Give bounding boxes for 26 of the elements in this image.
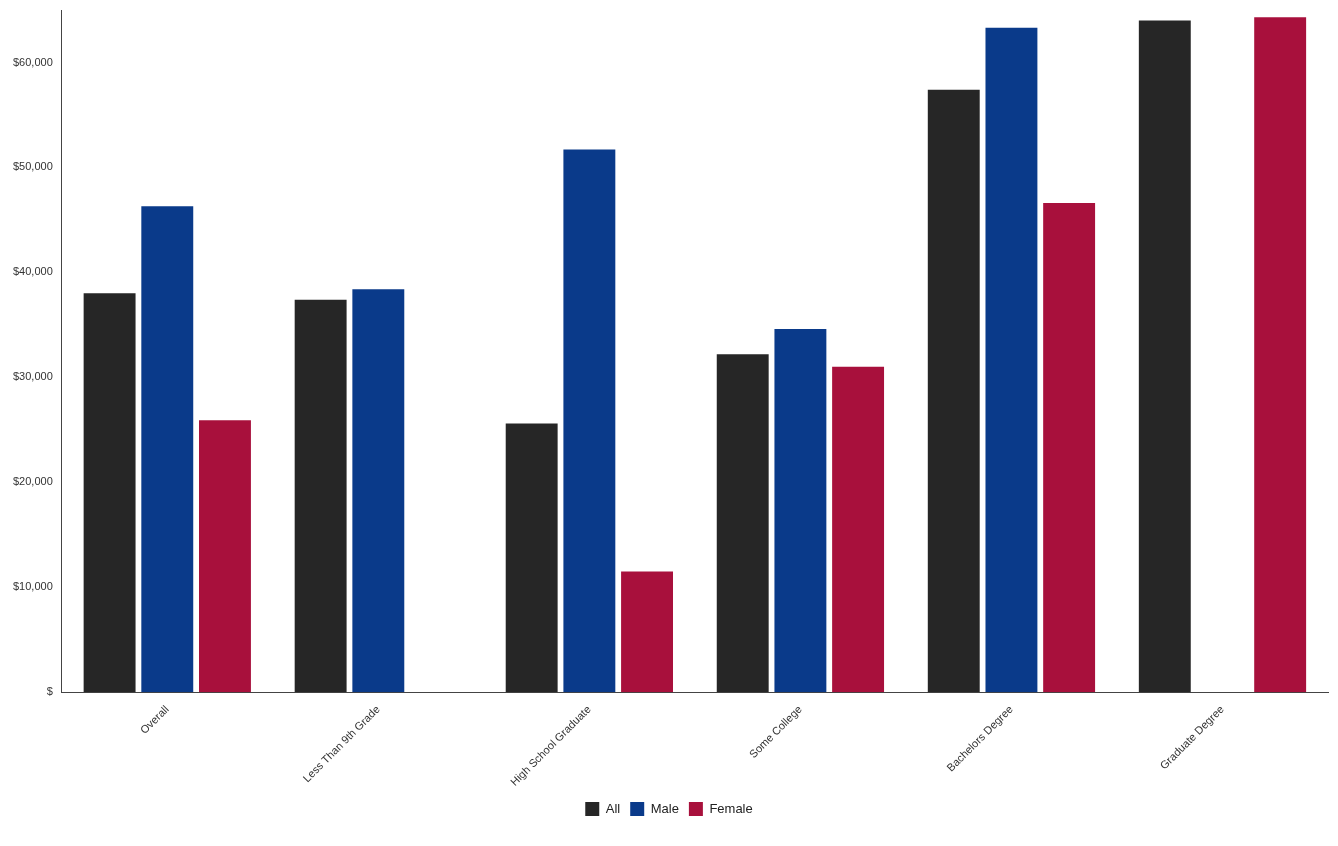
bar — [985, 27, 1038, 693]
bar — [716, 354, 769, 693]
bar — [1138, 20, 1191, 693]
bar — [1043, 203, 1096, 693]
bar — [199, 420, 251, 693]
y-tick-label: $20,000 — [13, 475, 53, 488]
y-tick-label: $50,000 — [13, 160, 53, 173]
y-tick-label: $10,000 — [13, 580, 53, 593]
bar — [505, 423, 558, 693]
bar — [832, 366, 885, 693]
legend-label: Male — [650, 800, 679, 816]
y-tick-label: $40,000 — [13, 265, 53, 278]
y-tick-label: $60,000 — [13, 55, 53, 68]
bar — [563, 149, 616, 693]
bar — [927, 89, 980, 693]
bar — [1254, 17, 1307, 693]
bar — [294, 299, 347, 693]
bar — [774, 329, 827, 693]
bar — [141, 206, 194, 693]
bar — [352, 289, 405, 693]
legend-label: Female — [709, 800, 753, 816]
y-tick-label: $30,000 — [13, 370, 53, 383]
bar — [621, 571, 673, 693]
y-tick-label: $ — [46, 685, 53, 698]
bar — [83, 293, 136, 693]
legend-label: All — [605, 800, 621, 816]
